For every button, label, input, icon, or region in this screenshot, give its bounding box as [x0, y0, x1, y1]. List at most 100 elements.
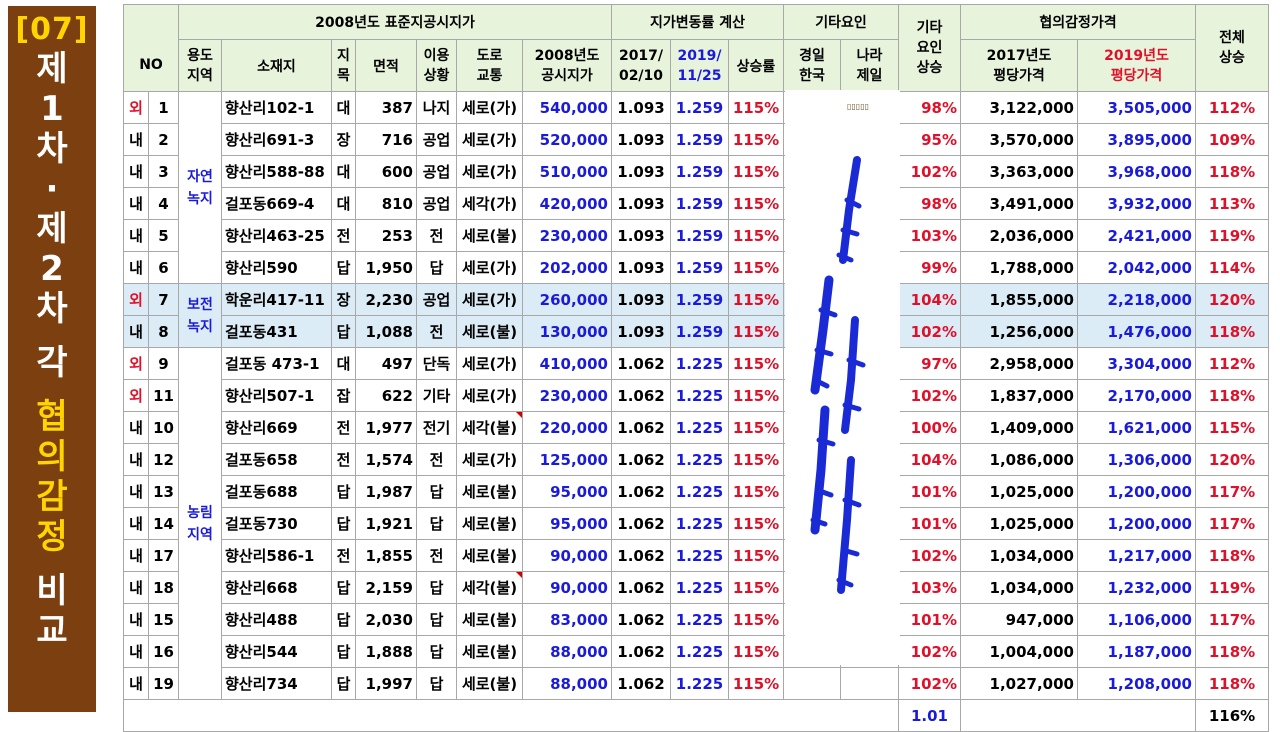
header-appraiser-1: 경일 한국: [783, 39, 841, 92]
address-cell: 향산리463-25: [221, 219, 332, 252]
use-status-cell: 전: [416, 443, 457, 476]
official-price-cell: 90,000: [522, 571, 612, 604]
zone-cell: 자연 녹지: [178, 91, 222, 284]
price-2017-cell: 3,122,000: [960, 91, 1078, 124]
price-2019-cell: 2,170,000: [1077, 379, 1196, 412]
price-2017-cell: 1,855,000: [960, 283, 1078, 316]
price-2017-cell: 1,409,000: [960, 411, 1078, 444]
land-category-cell: 답: [331, 603, 356, 636]
other-factor-average: 1.01: [898, 699, 961, 732]
price-2019-cell: 3,505,000: [1077, 91, 1196, 124]
use-status-cell: 전: [416, 539, 457, 572]
title-char: 교: [36, 611, 68, 651]
rate-2019-cell: 1.225: [670, 475, 729, 508]
address-cell: 걸포동688: [221, 475, 332, 508]
rate-2019-cell: 1.225: [670, 667, 729, 700]
rate-2019-cell: 1.259: [670, 219, 729, 252]
slide-number: [07]: [15, 12, 89, 47]
area-cell: 1,950: [355, 251, 417, 284]
rate-2019-cell: 1.259: [670, 91, 729, 124]
address-cell: 향산리590: [221, 251, 332, 284]
title-char: ·: [45, 169, 59, 209]
rise-rate-cell: 115%: [728, 187, 784, 220]
land-category-cell: 대: [331, 155, 356, 188]
header-no: NO: [123, 39, 179, 92]
address-cell: 향산리668: [221, 571, 332, 604]
area-cell: 497: [355, 347, 417, 380]
total-rise-cell: 117%: [1195, 475, 1269, 508]
land-category-cell: 답: [331, 475, 356, 508]
price-2017-cell: 1,025,000: [960, 475, 1078, 508]
land-category-cell: 답: [331, 251, 356, 284]
rise-rate-cell: 115%: [728, 379, 784, 412]
total-rise-cell: 112%: [1195, 347, 1269, 380]
use-status-cell: 답: [416, 251, 457, 284]
land-category-cell: 답: [331, 315, 356, 348]
price-2019-cell: 1,476,000: [1077, 315, 1196, 348]
land-category-cell: 답: [331, 667, 356, 700]
total-rise-cell: 114%: [1195, 251, 1269, 284]
rate-2019-cell: 1.225: [670, 635, 729, 668]
total-rise-cell: 118%: [1195, 635, 1269, 668]
area-cell: 1,997: [355, 667, 417, 700]
total-rise-cell: 117%: [1195, 507, 1269, 540]
header-group-other-factors: 기타요인: [783, 4, 899, 40]
area-cell: 810: [355, 187, 417, 220]
rise-rate-cell: 115%: [728, 283, 784, 316]
rate-2019-cell: 1.259: [670, 123, 729, 156]
address-cell: 걸포동669-4: [221, 187, 332, 220]
total-rise-cell: 112%: [1195, 91, 1269, 124]
rate-2017-cell: 1.093: [611, 187, 671, 220]
price-2017-cell: 1,256,000: [960, 315, 1078, 348]
rate-2019-cell: 1.225: [670, 603, 729, 636]
price-2017-cell: 1,837,000: [960, 379, 1078, 412]
total-rise-cell: 119%: [1195, 571, 1269, 604]
price-2019-cell: 1,621,000: [1077, 411, 1196, 444]
row-number: 19: [148, 667, 179, 700]
price-2017-cell: 2,036,000: [960, 219, 1078, 252]
total-rise-cell: 115%: [1195, 411, 1269, 444]
address-cell: 향산리588-88: [221, 155, 332, 188]
road-access-cell: 세로(불): [456, 539, 523, 572]
road-access-cell: 세로(불): [456, 219, 523, 252]
header-official-price: 2008년도 공시지가: [522, 39, 612, 92]
rate-2019-cell: 1.225: [670, 571, 729, 604]
official-price-cell: 202,000: [522, 251, 612, 284]
rate-2017-cell: 1.062: [611, 347, 671, 380]
use-status-cell: 전: [416, 315, 457, 348]
rate-2019-cell: 1.225: [670, 347, 729, 380]
appraiser-1-cell: [783, 667, 841, 700]
rise-rate-cell: 115%: [728, 571, 784, 604]
inside-outside-flag: 내: [123, 411, 149, 444]
price-2019-cell: 2,042,000: [1077, 251, 1196, 284]
use-status-cell: 답: [416, 475, 457, 508]
address-cell: 향산리669: [221, 411, 332, 444]
rise-rate-cell: 115%: [728, 155, 784, 188]
rise-rate-cell: 115%: [728, 251, 784, 284]
area-cell: 1,888: [355, 635, 417, 668]
area-cell: 2,159: [355, 571, 417, 604]
row-number: 4: [148, 187, 179, 220]
official-price-cell: 510,000: [522, 155, 612, 188]
row-number: 13: [148, 475, 179, 508]
official-price-cell: 83,000: [522, 603, 612, 636]
rise-rate-cell: 115%: [728, 123, 784, 156]
area-cell: 622: [355, 379, 417, 412]
rise-rate-cell: 115%: [728, 219, 784, 252]
header-appraiser-2: 나라 제일: [840, 39, 899, 92]
table-row: 외 11 향산리507-1 잡 622 기타 세로(가) 230,000 1.062 1.225 1…: [123, 379, 1269, 412]
header-date-2019: 2019/11/25: [670, 39, 729, 92]
other-factor-rise-cell: 102%: [898, 667, 961, 700]
title-char: 각: [36, 343, 68, 383]
inside-outside-flag: 외: [123, 283, 149, 316]
total-rise-cell: 118%: [1195, 155, 1269, 188]
header-date-2017: 2017/02/10: [611, 39, 671, 92]
total-rise-cell: 117%: [1195, 603, 1269, 636]
land-category-cell: 잡: [331, 379, 356, 412]
table-row: 내 4 걸포동669-4 대 810 공업 세각(가) 420,000 1.093 1.259 11…: [123, 187, 1269, 220]
rate-2017-cell: 1.062: [611, 475, 671, 508]
rate-2017-cell: 1.093: [611, 251, 671, 284]
official-price-cell: 420,000: [522, 187, 612, 220]
address-cell: 향산리691-3: [221, 123, 332, 156]
price-2017-cell: 947,000: [960, 603, 1078, 636]
